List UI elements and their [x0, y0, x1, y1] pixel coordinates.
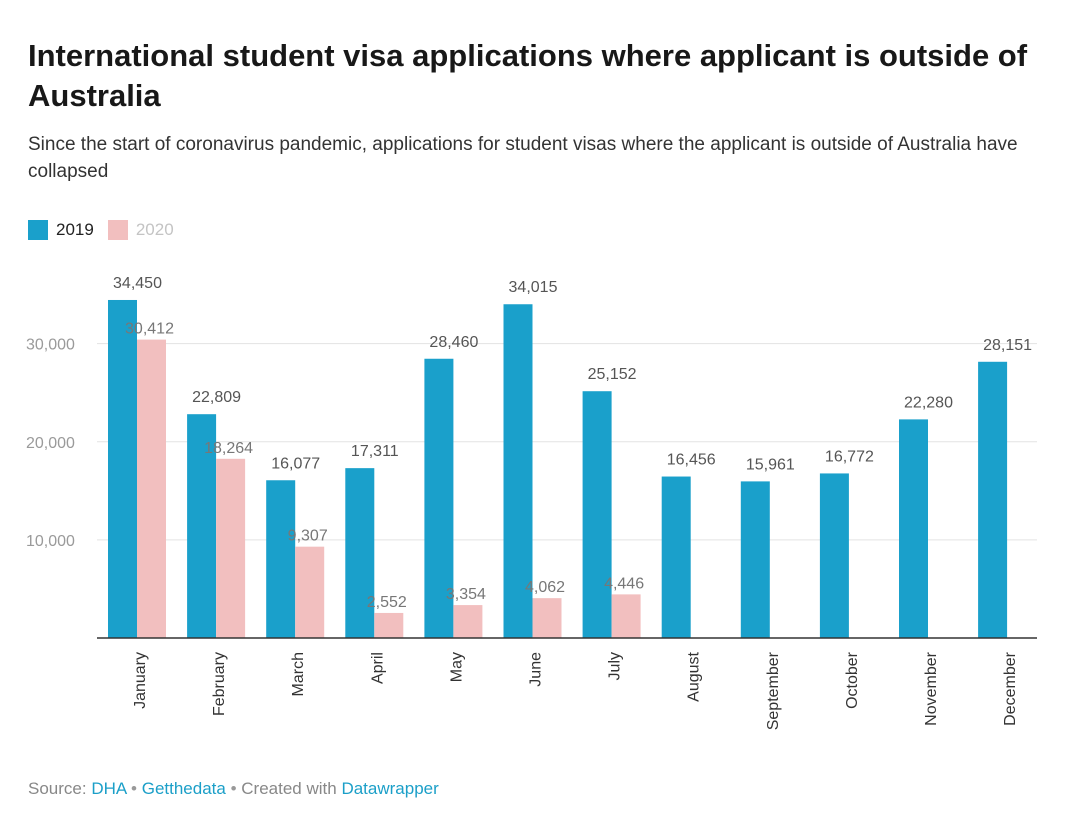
data-label-2020: 9,307	[288, 528, 328, 545]
bar-2019	[108, 299, 137, 638]
data-label-2019: 16,077	[271, 455, 320, 472]
bar-2020	[295, 546, 325, 638]
x-tick-label: August	[686, 651, 703, 701]
footer-separator: •	[131, 779, 137, 798]
x-tick-label: March	[290, 652, 307, 696]
source-link-dha[interactable]: DHA	[91, 779, 127, 798]
legend-swatch-2020	[107, 220, 128, 240]
bar-2019	[661, 476, 691, 638]
x-tick-label: June	[528, 652, 545, 687]
created-with-text: Created with	[241, 779, 337, 798]
data-label-2019: 16,456	[667, 452, 716, 469]
data-label-2020: 3,354	[446, 586, 486, 603]
data-label-2020: 18,264	[204, 440, 253, 457]
chart-title: International student visa applications …	[28, 38, 1028, 113]
bar-2019	[740, 481, 770, 638]
bar-2019	[899, 419, 928, 638]
y-tick-label: 30,000	[26, 337, 75, 354]
bar-2019	[187, 414, 217, 638]
bar-chart: 10,000 20,000 30,000 34,450 30,412 22,809 18,2…	[26, 275, 1037, 730]
source-footer: Source: DHA • Getthedata • Created with …	[28, 779, 439, 799]
bar-2019	[582, 391, 612, 638]
data-label-2019: 22,809	[192, 389, 241, 406]
data-label-2019: 16,772	[825, 448, 874, 465]
data-label-2019: 25,152	[588, 366, 637, 383]
data-label-2020: 4,446	[604, 575, 644, 592]
bar-2020	[137, 339, 166, 638]
data-label-2020: 30,412	[125, 321, 174, 338]
x-tick-label: April	[369, 652, 386, 684]
data-label-2019: 34,015	[509, 279, 558, 296]
legend-swatch-2019	[28, 220, 48, 240]
data-label-2020: 2,552	[367, 594, 407, 611]
y-tick-label: 10,000	[26, 533, 75, 550]
data-label-2019: 15,961	[746, 456, 795, 473]
bar-2019	[503, 304, 533, 638]
data-label-2019: 34,450	[113, 275, 162, 292]
data-label-2019: 28,151	[983, 337, 1032, 354]
bar-2020	[216, 458, 246, 638]
data-label-2020: 4,062	[525, 579, 565, 596]
x-tick-label: December	[1002, 651, 1019, 725]
x-tick-label: May	[448, 652, 465, 682]
source-link-getthedata[interactable]: Getthedata	[141, 779, 226, 798]
bar-2020	[453, 605, 483, 638]
legend-item-2020: 2020	[107, 220, 174, 240]
data-label-2019: 28,460	[429, 334, 478, 351]
legend-item-2019: 2019	[28, 220, 94, 240]
bar-2020	[374, 612, 404, 638]
y-tick-label: 20,000	[26, 435, 75, 452]
chart-subtitle: Since the start of coronavirus pandemic,…	[28, 134, 1018, 182]
x-tick-label: September	[765, 651, 782, 730]
bar-2020	[611, 594, 641, 638]
data-label-2019: 17,311	[351, 443, 399, 460]
legend-label-2019: 2019	[56, 220, 94, 239]
x-tick-label: January	[132, 652, 149, 709]
bar-2019	[819, 473, 849, 638]
footer-separator: •	[230, 779, 237, 798]
bar-2019	[266, 480, 296, 638]
bar-2019	[424, 358, 454, 638]
bar-2019	[345, 468, 375, 638]
bar-2020	[532, 598, 562, 638]
legend: 2019 2020	[28, 218, 188, 242]
x-tick-label: February	[211, 652, 228, 716]
x-tick-label: November	[923, 651, 940, 725]
data-label-2019: 22,280	[904, 394, 953, 411]
legend-label-2020: 2020	[135, 220, 174, 239]
datawrapper-link[interactable]: Datawrapper	[341, 779, 439, 798]
x-tick-label: July	[607, 652, 624, 680]
source-prefix: Source:	[28, 779, 87, 798]
bar-2019	[978, 361, 1008, 638]
x-tick-label: October	[844, 651, 861, 709]
